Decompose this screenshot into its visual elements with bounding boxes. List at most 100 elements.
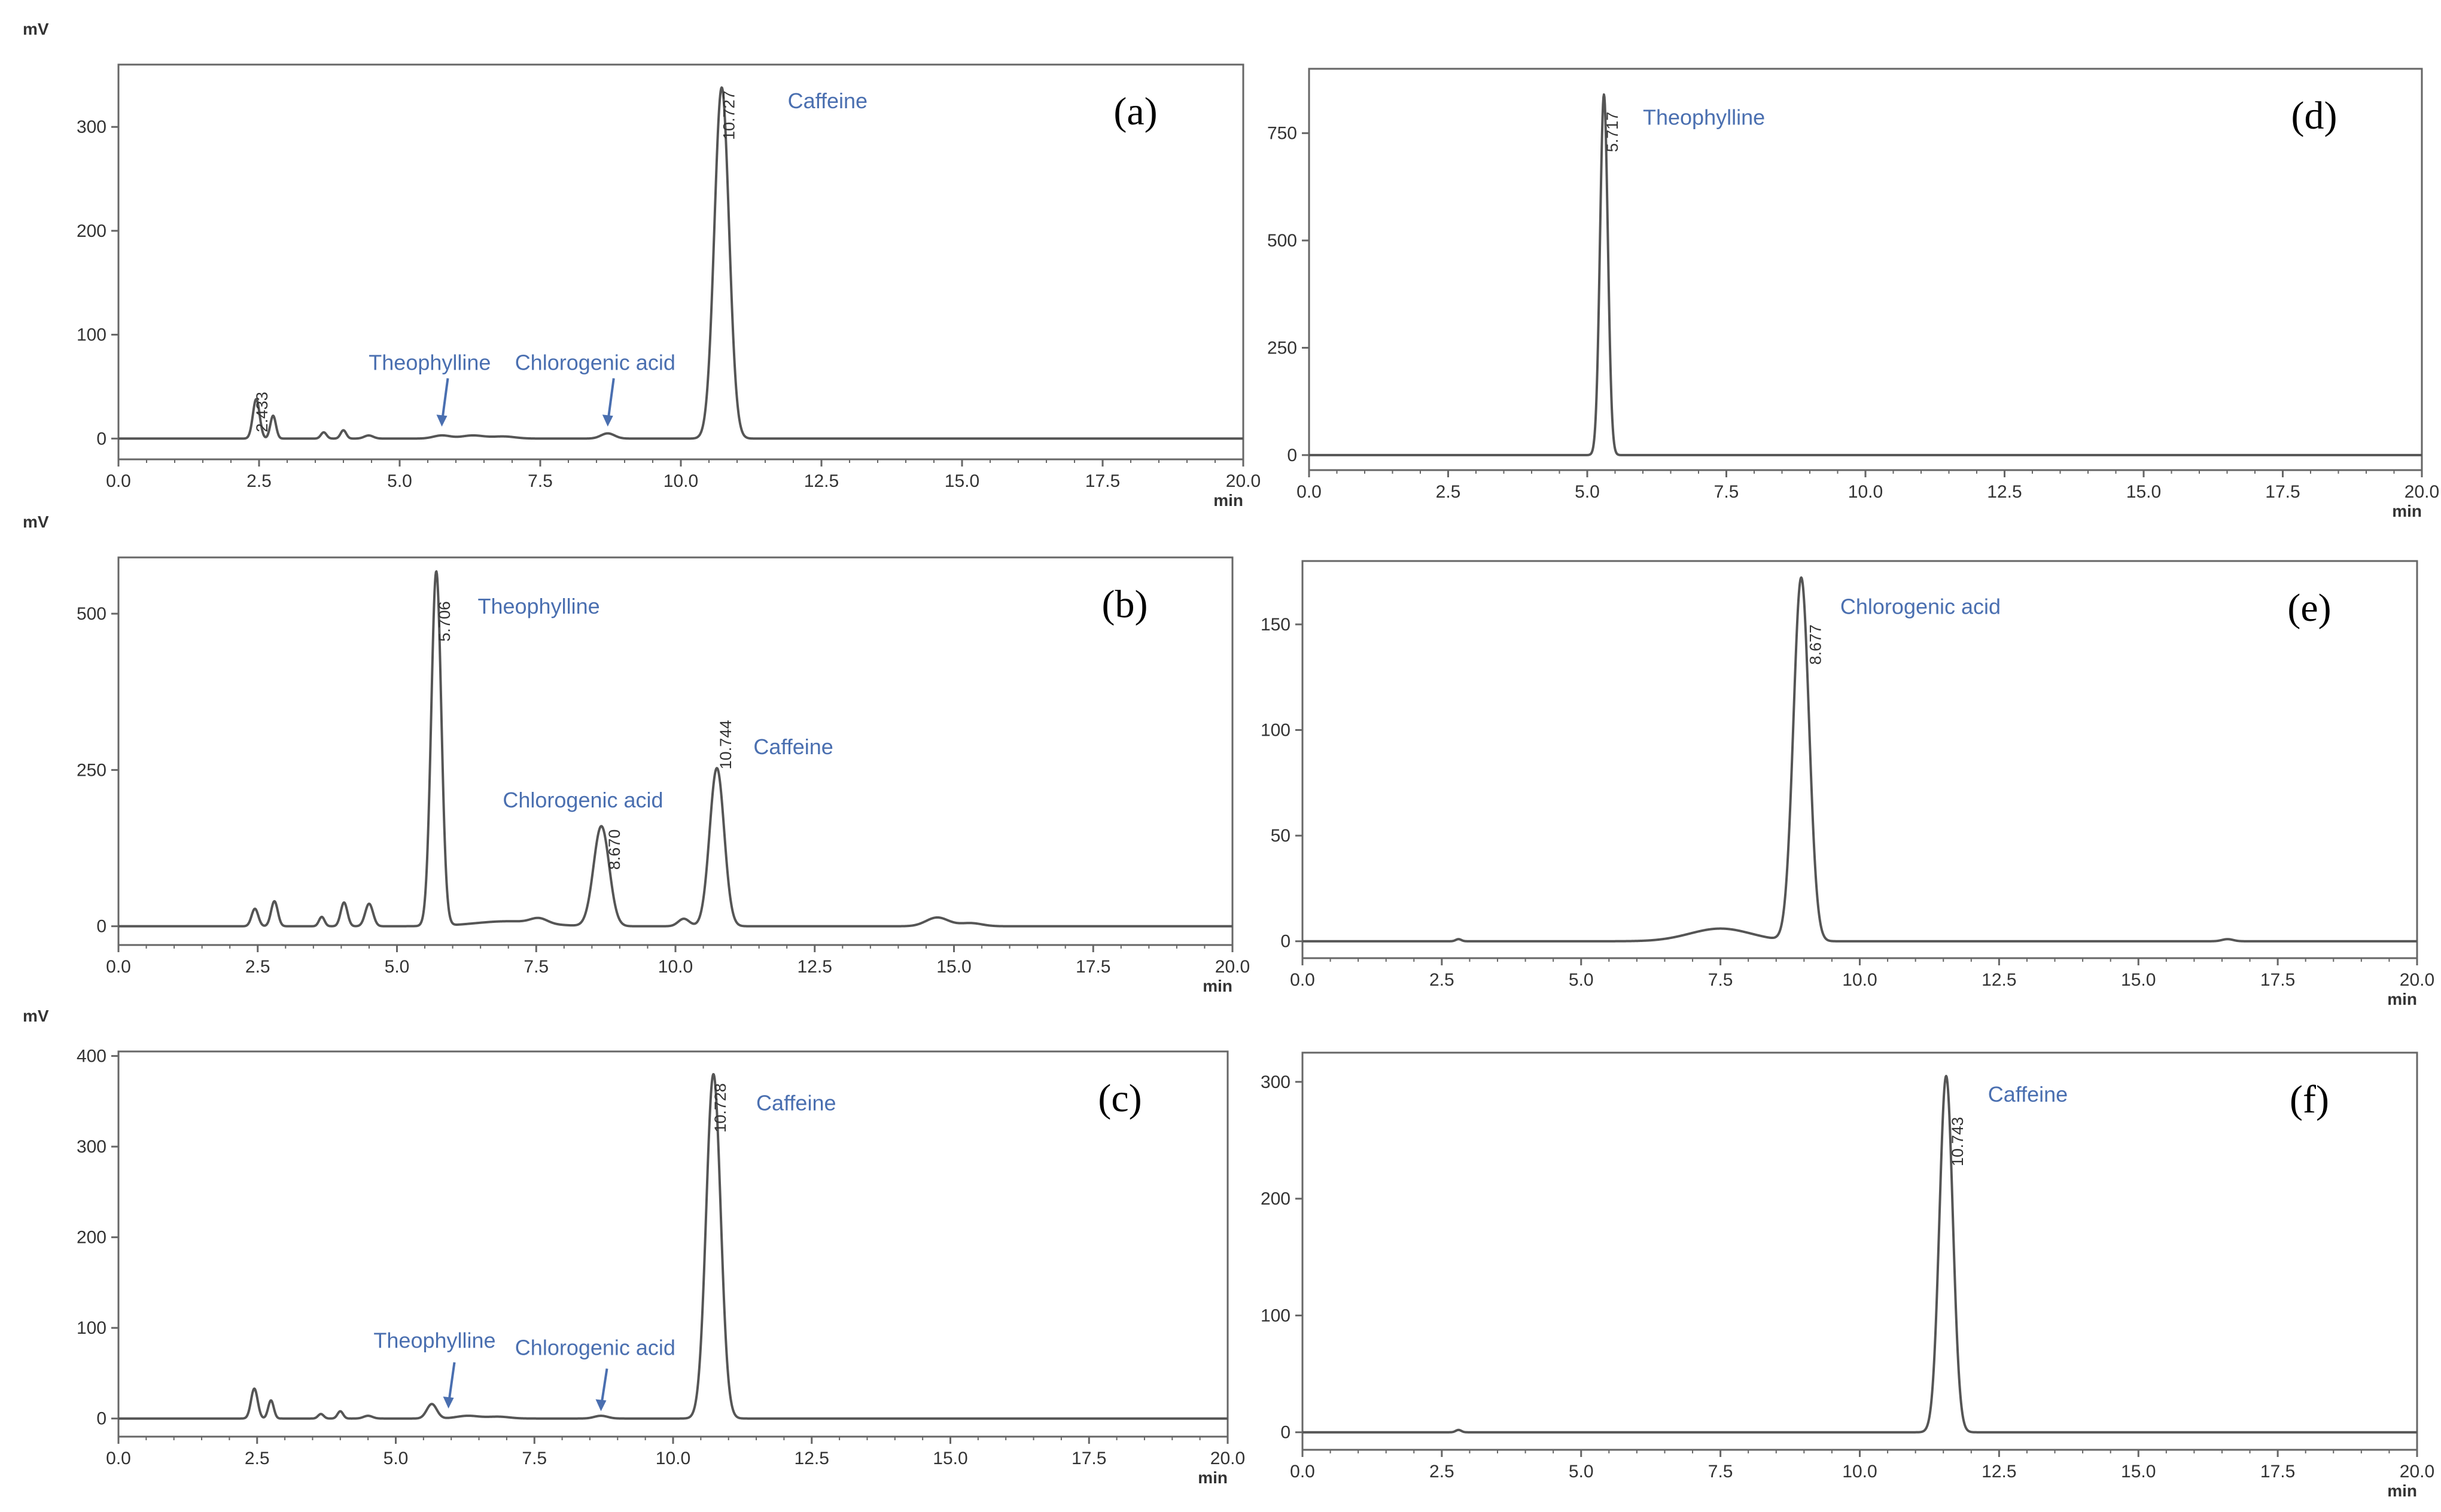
- y-tick-label: 0: [96, 917, 106, 937]
- x-tick-label: 17.5: [1076, 957, 1110, 977]
- x-tick-label: 5.0: [387, 471, 412, 491]
- retention-time-label: 10.727: [720, 90, 738, 140]
- y-unit-label: mV: [23, 513, 49, 531]
- x-tick-label: 2.5: [1429, 1462, 1454, 1481]
- x-tick-label: 7.5: [522, 1449, 547, 1468]
- x-tick-label: 12.5: [1982, 1462, 2016, 1481]
- x-tick-label: 7.5: [1714, 482, 1739, 502]
- x-tick-label: 5.0: [385, 957, 410, 977]
- x-tick-label: 5.0: [1569, 1462, 1594, 1481]
- panels-group: 0.0 2.5 5.0 7.5 10.0 12.5 15.0 17.5 20.0min01002…: [23, 20, 2439, 1500]
- y-tick-label: 100: [77, 325, 106, 345]
- x-tick-label: 17.5: [2260, 970, 2295, 990]
- y-tick-label: 200: [77, 221, 106, 241]
- panel-label: (e): [2287, 586, 2331, 630]
- y-tick-label: 500: [1267, 231, 1297, 251]
- y-unit-label: mV: [23, 1007, 49, 1025]
- compound-label: Theophylline: [369, 350, 491, 375]
- x-unit-label: min: [1203, 977, 1232, 995]
- compound-label: Caffeine: [1988, 1082, 2068, 1106]
- x-tick-label: 0.0: [1296, 482, 1322, 502]
- x-tick-label: 0.0: [106, 1449, 131, 1468]
- x-tick-label: 12.5: [1982, 970, 2016, 990]
- chromatogram-trace: [117, 86, 1244, 440]
- x-tick-label: 2.5: [1429, 970, 1454, 990]
- panel-label: (c): [1098, 1077, 1142, 1120]
- x-tick-label: 0.0: [106, 471, 131, 491]
- annotation-arrow-head: [602, 414, 613, 427]
- x-tick-label: 12.5: [798, 957, 832, 977]
- compound-label: Theophylline: [477, 594, 599, 618]
- retention-time-label: 10.744: [717, 720, 735, 770]
- chromatogram-trace: [1308, 93, 2423, 456]
- x-tick-label: 7.5: [1708, 970, 1733, 990]
- x-tick-label: 20.0: [1215, 957, 1250, 977]
- panel-label: (a): [1113, 90, 1157, 133]
- x-tick-label: 20.0: [2400, 1462, 2434, 1481]
- x-tick-label: 17.5: [1072, 1449, 1106, 1468]
- y-unit-label: mV: [23, 20, 49, 38]
- annotation-arrow-head: [443, 1396, 454, 1409]
- y-tick-label: 100: [1261, 721, 1290, 740]
- y-tick-label: 0: [1280, 932, 1290, 952]
- x-tick-label: 10.0: [658, 957, 693, 977]
- x-tick-label: 15.0: [945, 471, 979, 491]
- compound-label: Caffeine: [756, 1090, 836, 1115]
- y-tick-label: 0: [1287, 446, 1297, 465]
- panel-label: (d): [2291, 94, 2337, 138]
- retention-time-label: 10.743: [1949, 1117, 1967, 1166]
- retention-time-label: 8.670: [605, 830, 623, 870]
- x-unit-label: min: [2387, 990, 2417, 1008]
- x-tick-label: 0.0: [1290, 970, 1315, 990]
- y-tick-label: 0: [96, 1409, 106, 1429]
- y-tick-label: 300: [77, 1137, 106, 1157]
- chromatogram-trace: [117, 1073, 1229, 1420]
- y-tick-label: 250: [77, 760, 106, 780]
- x-tick-label: 2.5: [245, 1449, 270, 1468]
- x-tick-label: 10.0: [663, 471, 698, 491]
- panel-label: (b): [1102, 583, 1148, 626]
- x-tick-label: 5.0: [1569, 970, 1594, 990]
- compound-label: Caffeine: [788, 89, 868, 113]
- x-tick-label: 12.5: [1987, 482, 2022, 502]
- x-tick-label: 20.0: [1226, 471, 1261, 491]
- x-tick-label: 7.5: [523, 957, 549, 977]
- y-tick-label: 750: [1267, 124, 1297, 144]
- x-tick-label: 15.0: [2121, 1462, 2156, 1481]
- y-tick-label: 0: [1280, 1423, 1290, 1443]
- chromatogram-trace: [1301, 1075, 2418, 1434]
- y-tick-label: 100: [1261, 1306, 1290, 1325]
- compound-label: Chlorogenic acid: [1840, 594, 2001, 618]
- y-tick-label: 200: [77, 1228, 106, 1248]
- x-tick-label: 10.0: [1842, 1462, 1877, 1481]
- x-tick-label: 5.0: [1575, 482, 1600, 502]
- y-tick-label: 400: [77, 1047, 106, 1066]
- chromatogram-trace: [1301, 576, 2418, 943]
- x-tick-label: 2.5: [246, 471, 272, 491]
- x-tick-label: 12.5: [795, 1449, 829, 1468]
- retention-time-label: 8.677: [1806, 624, 1824, 665]
- y-tick-label: 100: [77, 1318, 106, 1338]
- x-tick-label: 10.0: [656, 1449, 690, 1468]
- compound-label: Caffeine: [753, 734, 833, 759]
- x-unit-label: min: [2387, 1481, 2417, 1500]
- y-tick-label: 300: [1261, 1072, 1290, 1092]
- x-tick-label: 5.0: [384, 1449, 409, 1468]
- y-tick-label: 250: [1267, 338, 1297, 358]
- compound-label: Theophylline: [373, 1328, 495, 1353]
- x-tick-label: 7.5: [1708, 1462, 1733, 1481]
- y-tick-label: 0: [96, 429, 106, 449]
- x-tick-label: 7.5: [528, 471, 553, 491]
- x-tick-label: 20.0: [2400, 970, 2434, 990]
- x-tick-label: 2.5: [245, 957, 270, 977]
- retention-time-label: 5.717: [1603, 112, 1621, 153]
- annotation-arrow-head: [436, 414, 448, 427]
- x-tick-label: 12.5: [804, 471, 839, 491]
